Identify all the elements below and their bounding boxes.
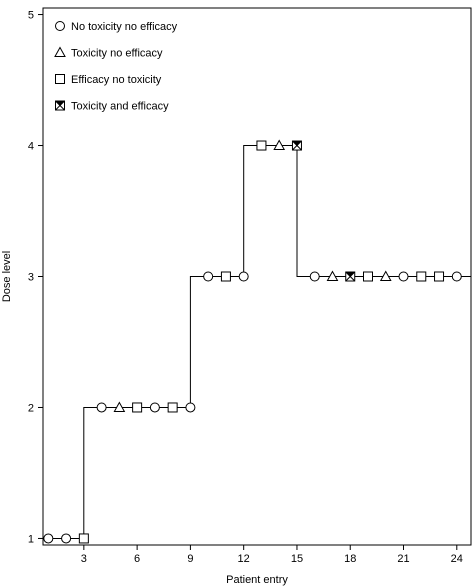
data-point-circle (61, 533, 72, 544)
legend-marker-square-x (55, 100, 65, 111)
data-point-circle (203, 271, 214, 282)
y-axis-label: Dose level (1, 251, 13, 302)
data-point-circle (238, 271, 249, 282)
legend-label: Efficacy no toxicity (71, 74, 162, 86)
data-point-triangle (326, 270, 339, 281)
data-points (43, 139, 462, 544)
legend-label: Toxicity no efficacy (71, 48, 163, 60)
y-tick-label: 3 (28, 272, 34, 284)
data-point-triangle (273, 139, 286, 151)
data-point-square (78, 533, 89, 544)
data-point-square (256, 140, 267, 151)
data-point-square (132, 402, 143, 413)
data-point-square (167, 402, 178, 413)
x-axis-label: Patient entry (226, 574, 288, 586)
data-point-square (220, 271, 231, 282)
legend-marker-triangle (54, 46, 66, 57)
legend-label: Toxicity and efficacy (71, 101, 169, 113)
data-point-circle (185, 402, 196, 413)
data-point-square-x (345, 271, 356, 282)
legend-marker-circle (55, 21, 65, 31)
data-point-triangle (113, 401, 126, 412)
legend: No toxicity no efficacy Toxicity no effic… (54, 21, 178, 113)
data-point-square (362, 271, 373, 282)
y-tick-label: 4 (28, 141, 34, 153)
data-point-circle (309, 271, 320, 282)
x-tick-label: 21 (397, 553, 409, 565)
data-point-circle (96, 402, 107, 413)
data-point-square (416, 271, 427, 282)
x-tick-label: 12 (238, 553, 250, 565)
data-point-circle (43, 533, 54, 544)
legend-label: No toxicity no efficacy (71, 21, 178, 33)
data-point-square-x (291, 140, 302, 151)
x-tick-label: 9 (187, 553, 193, 565)
data-point-circle (149, 402, 160, 413)
x-tick-label: 15 (291, 553, 303, 565)
x-tick-label: 3 (81, 553, 87, 565)
data-point-circle (398, 271, 409, 282)
data-point-triangle (379, 270, 392, 281)
x-tick-label: 6 (134, 553, 140, 565)
data-point-square (434, 271, 445, 282)
legend-marker-square (55, 74, 65, 84)
y-tick-label: 1 (28, 533, 34, 545)
y-tick-label: 2 (28, 402, 34, 414)
x-tick-label: 18 (344, 553, 356, 565)
dose-step-line (43, 145, 471, 539)
x-tick-label: 24 (451, 553, 463, 565)
data-point-circle (451, 271, 462, 282)
y-tick-label: 5 (28, 10, 34, 22)
